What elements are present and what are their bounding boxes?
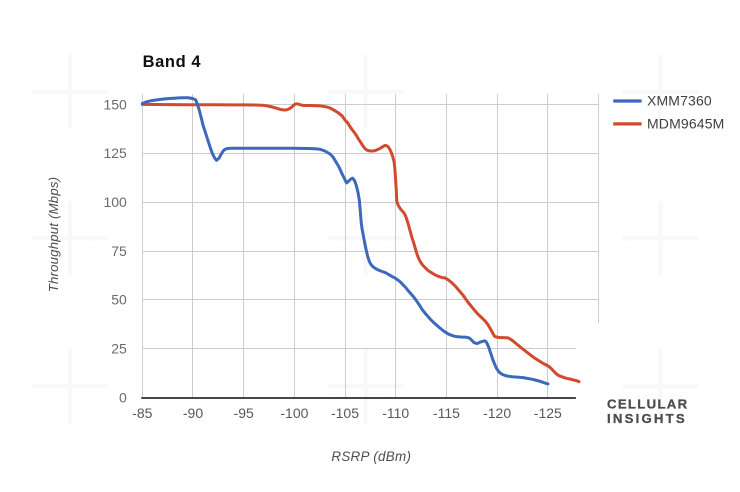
svg-text:-100: -100 — [280, 405, 308, 421]
svg-text:125: 125 — [103, 145, 127, 161]
svg-text:-115: -115 — [433, 405, 460, 421]
svg-text:-105: -105 — [331, 405, 359, 421]
svg-text:XMM7360: XMM7360 — [647, 93, 712, 109]
svg-text:100: 100 — [103, 194, 127, 210]
svg-text:-110: -110 — [382, 405, 409, 421]
svg-text:-85: -85 — [132, 405, 152, 421]
svg-text:Band 4: Band 4 — [143, 53, 202, 71]
svg-text:RSRP (dBm): RSRP (dBm) — [331, 449, 411, 464]
svg-text:0: 0 — [119, 389, 127, 405]
svg-text:CELLULAR: CELLULAR — [607, 397, 688, 412]
svg-text:-90: -90 — [183, 405, 203, 421]
svg-text:-95: -95 — [234, 405, 254, 421]
svg-text:INSIGHTS: INSIGHTS — [607, 411, 687, 426]
svg-text:Throughput (Mbps): Throughput (Mbps) — [46, 177, 61, 293]
svg-text:150: 150 — [103, 96, 127, 112]
svg-text:-120: -120 — [483, 405, 511, 421]
svg-text:75: 75 — [111, 243, 127, 259]
svg-text:MDM9645M: MDM9645M — [647, 115, 724, 131]
svg-text:50: 50 — [111, 292, 127, 308]
svg-text:-125: -125 — [534, 405, 562, 421]
svg-text:25: 25 — [111, 341, 127, 357]
